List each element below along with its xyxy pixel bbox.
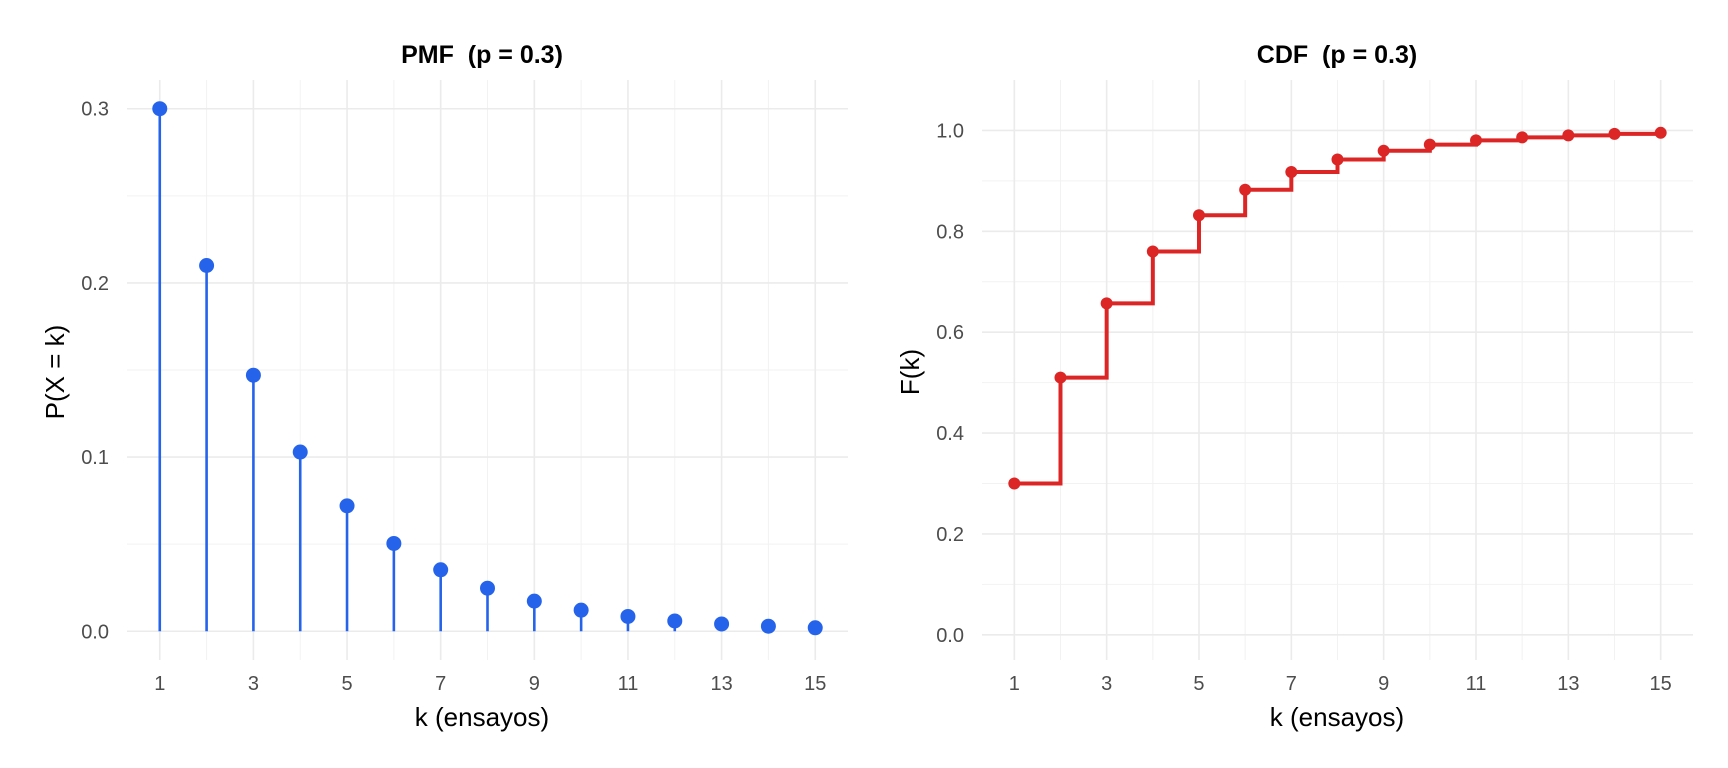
- pmf-point: [152, 101, 168, 117]
- cdf-y-tick-label: 1.0: [936, 120, 964, 142]
- cdf-point: [1377, 144, 1390, 157]
- cdf-point: [1654, 126, 1667, 139]
- pmf-y-ticks: 0.0 0.1 0.2 0.3: [81, 99, 109, 644]
- pmf-point: [199, 257, 215, 273]
- cdf-point: [1192, 209, 1205, 222]
- pmf-y-tick-label: 0.0: [81, 621, 109, 643]
- cdf-point: [1285, 165, 1298, 178]
- cdf-x-tick-label: 1: [1009, 673, 1020, 695]
- cdf-title: CDF (p = 0.3): [1257, 41, 1417, 69]
- pmf-x-tick-label: 3: [248, 673, 259, 695]
- pmf-point: [433, 562, 449, 578]
- pmf-y-tick-label: 0.2: [81, 273, 109, 295]
- cdf-point: [1562, 129, 1575, 142]
- cdf-point: [1146, 245, 1159, 258]
- pmf-point: [480, 580, 495, 596]
- pmf-x-axis-label: k (ensayos): [415, 702, 549, 732]
- pmf-point: [573, 602, 589, 618]
- cdf-x-tick-label: 9: [1378, 673, 1389, 695]
- cdf-point: [1331, 153, 1344, 166]
- cdf-x-axis-label: k (ensayos): [1270, 702, 1404, 732]
- pmf-y-axis-label: P(X = k): [40, 325, 70, 420]
- cdf-point: [1608, 127, 1621, 140]
- pmf-point: [526, 593, 542, 609]
- pmf-point: [760, 618, 776, 634]
- pmf-point: [714, 616, 730, 632]
- pmf-x-tick-label: 1: [154, 673, 165, 695]
- cdf-x-tick-label: 15: [1650, 673, 1672, 695]
- cdf-point: [1516, 131, 1529, 144]
- cdf-marks: [1008, 126, 1667, 490]
- pmf-y-tick-label: 0.1: [81, 447, 109, 469]
- cdf-y-axis-label: F(k): [895, 349, 925, 395]
- pmf-point: [292, 444, 308, 460]
- pmf-point: [339, 498, 355, 514]
- cdf-y-tick-label: 0.6: [936, 322, 964, 344]
- cdf-grid: [982, 80, 1693, 660]
- pmf-panel: 1 3 5 7 9 11 13 15 0.00.10.20.3 PMF (p = 0.3) k…: [40, 41, 848, 732]
- cdf-x-ticks: 1 3 5 7 9 11 13 15: [1009, 673, 1672, 695]
- cdf-point: [1239, 183, 1252, 196]
- cdf-y-ticks: 0.0 0.2 0.4 0.6 0.8 1.0: [936, 120, 964, 646]
- pmf-point: [667, 613, 683, 629]
- pmf-grid: [127, 80, 848, 660]
- pmf-point: [807, 620, 823, 636]
- pmf-x-ticks: 1 3 5 7 9 11 13 15: [154, 673, 826, 695]
- cdf-y-tick-label: 0.4: [936, 423, 964, 445]
- pmf-x-tick-label: 11: [618, 673, 639, 695]
- cdf-panel: 1 3 5 7 9 11 13 15 0.00.20.40.60.81.0 CDF (p = …: [895, 41, 1693, 732]
- cdf-point: [1100, 297, 1113, 310]
- cdf-point: [1008, 477, 1021, 490]
- cdf-y-tick-label: 0.2: [936, 524, 964, 546]
- cdf-y-tick-label: 0.0: [936, 625, 964, 647]
- pmf-point: [386, 535, 402, 551]
- pmf-title: PMF (p = 0.3): [401, 41, 563, 69]
- pmf-marks: [152, 101, 823, 636]
- pmf-x-tick-label: 9: [529, 673, 540, 695]
- pmf-point: [620, 608, 636, 624]
- cdf-x-tick-label: 11: [1466, 673, 1487, 695]
- pmf-x-tick-label: 13: [710, 673, 732, 695]
- cdf-x-tick-label: 13: [1557, 673, 1579, 695]
- cdf-x-tick-label: 5: [1193, 673, 1204, 695]
- pmf-x-tick-label: 5: [341, 673, 352, 695]
- pmf-x-tick-label: 15: [804, 673, 826, 695]
- cdf-point: [1470, 134, 1483, 147]
- cdf-x-tick-label: 3: [1101, 673, 1112, 695]
- pmf-y-tick-label: 0.3: [81, 99, 109, 121]
- cdf-point: [1423, 138, 1436, 151]
- cdf-point: [1054, 371, 1067, 384]
- cdf-x-tick-label: 7: [1286, 673, 1297, 695]
- pmf-point: [245, 367, 261, 383]
- cdf-y-tick-label: 0.8: [936, 221, 964, 243]
- pmf-x-tick-label: 7: [435, 673, 446, 695]
